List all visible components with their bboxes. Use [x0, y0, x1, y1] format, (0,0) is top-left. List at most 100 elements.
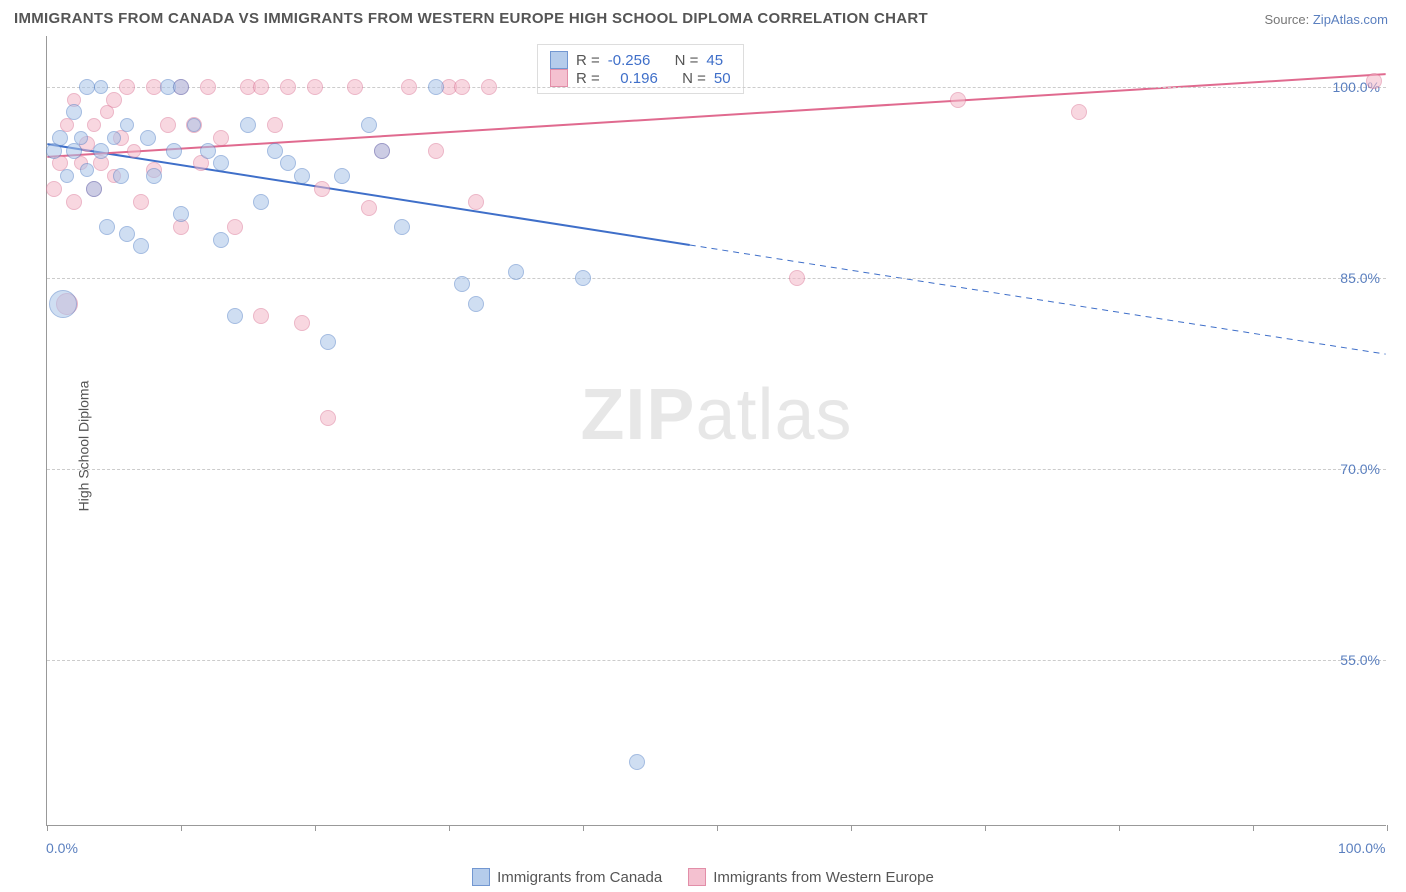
- marker-europe: [253, 79, 269, 95]
- marker-canada: [629, 754, 645, 770]
- y-tick-label: 55.0%: [1340, 652, 1380, 668]
- marker-canada: [374, 143, 390, 159]
- marker-europe: [1366, 73, 1382, 89]
- swatch-europe: [688, 868, 706, 886]
- marker-canada: [294, 168, 310, 184]
- x-tick: [985, 825, 986, 831]
- marker-canada: [575, 270, 591, 286]
- marker-canada: [133, 238, 149, 254]
- marker-europe: [106, 92, 122, 108]
- marker-canada: [146, 168, 162, 184]
- series-legend: Immigrants from Canada Immigrants from W…: [0, 868, 1406, 886]
- source-attribution: Source: ZipAtlas.com: [1264, 12, 1388, 27]
- marker-canada: [66, 143, 82, 159]
- chart-title: IMMIGRANTS FROM CANADA VS IMMIGRANTS FRO…: [14, 10, 928, 27]
- marker-europe: [46, 181, 62, 197]
- x-tick-label-0: 0.0%: [46, 840, 78, 856]
- x-tick-label-100: 100.0%: [1338, 840, 1385, 856]
- n-label: N =: [682, 70, 706, 87]
- marker-europe: [789, 270, 805, 286]
- marker-canada: [280, 155, 296, 171]
- marker-canada: [320, 334, 336, 350]
- marker-canada: [120, 118, 134, 132]
- n-value-canada: 45: [706, 52, 723, 69]
- marker-europe: [401, 79, 417, 95]
- marker-canada: [52, 130, 68, 146]
- marker-canada: [173, 79, 189, 95]
- marker-canada: [187, 118, 201, 132]
- marker-europe: [294, 315, 310, 331]
- marker-europe: [307, 79, 323, 95]
- marker-canada: [334, 168, 350, 184]
- legend-item-europe: Immigrants from Western Europe: [688, 868, 934, 886]
- x-tick: [315, 825, 316, 831]
- marker-canada: [119, 226, 135, 242]
- x-tick: [583, 825, 584, 831]
- marker-europe: [267, 117, 283, 133]
- marker-europe: [160, 117, 176, 133]
- marker-canada: [166, 143, 182, 159]
- marker-canada: [107, 131, 121, 145]
- r-value-europe: 0.196: [608, 70, 658, 87]
- legend-label-europe: Immigrants from Western Europe: [713, 869, 934, 886]
- marker-europe: [200, 79, 216, 95]
- marker-europe: [280, 79, 296, 95]
- r-label: R =: [576, 70, 600, 87]
- marker-canada: [66, 104, 82, 120]
- marker-canada: [240, 117, 256, 133]
- marker-canada: [227, 308, 243, 324]
- marker-europe: [347, 79, 363, 95]
- x-tick: [47, 825, 48, 831]
- gridline-h: [47, 469, 1386, 470]
- r-value-canada: -0.256: [608, 52, 651, 69]
- marker-canada: [86, 181, 102, 197]
- marker-europe: [133, 194, 149, 210]
- n-value-europe: 50: [714, 70, 731, 87]
- chart-plot-area: ZIPatlas R = -0.256 N = 45 R = 0.196 N =…: [46, 36, 1386, 826]
- watermark-part2: atlas: [695, 375, 852, 455]
- marker-europe: [468, 194, 484, 210]
- marker-canada: [394, 219, 410, 235]
- legend-item-canada: Immigrants from Canada: [472, 868, 662, 886]
- swatch-europe: [550, 69, 568, 87]
- marker-europe: [454, 79, 470, 95]
- marker-canada: [253, 194, 269, 210]
- marker-canada: [60, 169, 74, 183]
- marker-canada: [49, 290, 77, 318]
- marker-europe: [119, 79, 135, 95]
- x-tick: [1253, 825, 1254, 831]
- marker-europe: [314, 181, 330, 197]
- marker-europe: [1071, 104, 1087, 120]
- marker-europe: [361, 200, 377, 216]
- gridline-h: [47, 278, 1386, 279]
- marker-canada: [140, 130, 156, 146]
- x-tick: [851, 825, 852, 831]
- marker-canada: [267, 143, 283, 159]
- r-label: R =: [576, 52, 600, 69]
- x-tick: [717, 825, 718, 831]
- stats-row-canada: R = -0.256 N = 45: [550, 51, 731, 69]
- marker-europe: [127, 144, 141, 158]
- marker-europe: [227, 219, 243, 235]
- swatch-canada: [472, 868, 490, 886]
- gridline-h: [47, 660, 1386, 661]
- n-label: N =: [675, 52, 699, 69]
- stats-row-europe: R = 0.196 N = 50: [550, 69, 731, 87]
- x-tick: [181, 825, 182, 831]
- marker-europe: [253, 308, 269, 324]
- marker-canada: [508, 264, 524, 280]
- x-tick: [1387, 825, 1388, 831]
- source-link[interactable]: ZipAtlas.com: [1313, 12, 1388, 27]
- y-tick-label: 85.0%: [1340, 270, 1380, 286]
- marker-canada: [361, 117, 377, 133]
- marker-canada: [99, 219, 115, 235]
- marker-canada: [173, 206, 189, 222]
- marker-canada: [200, 143, 216, 159]
- y-tick-label: 70.0%: [1340, 461, 1380, 477]
- marker-canada: [213, 155, 229, 171]
- marker-canada: [74, 131, 88, 145]
- watermark-part1: ZIP: [580, 375, 695, 455]
- marker-europe: [950, 92, 966, 108]
- marker-canada: [94, 80, 108, 94]
- x-tick: [1119, 825, 1120, 831]
